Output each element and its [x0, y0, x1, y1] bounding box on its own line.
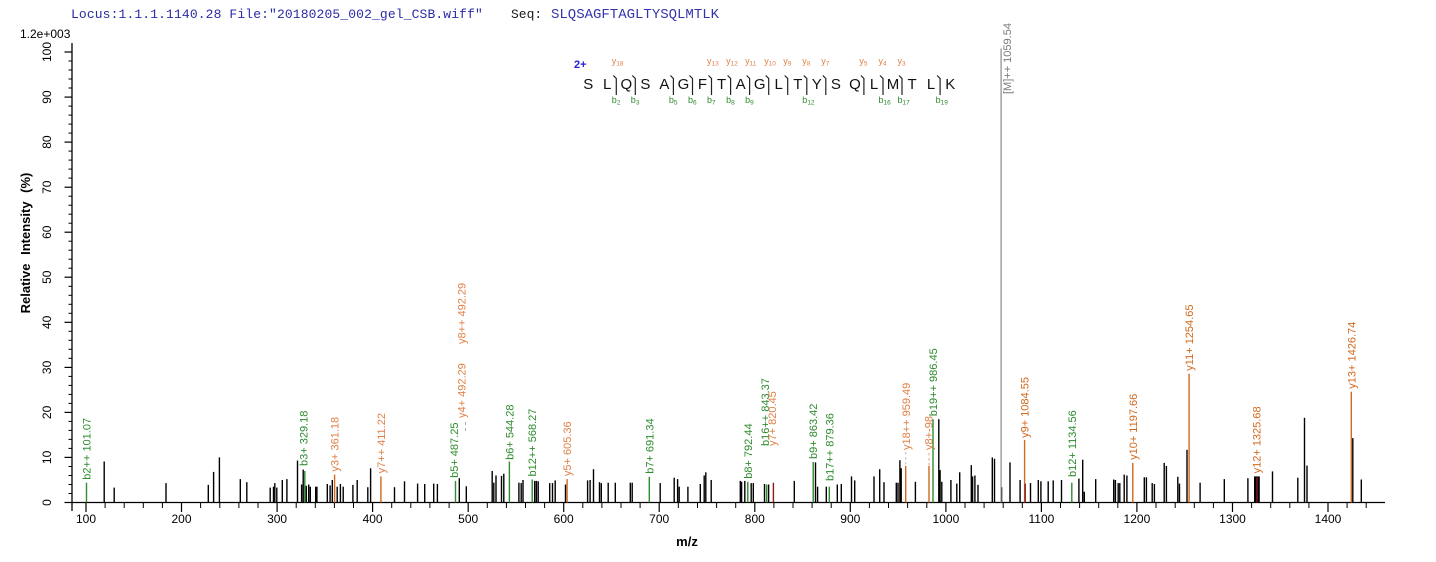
svg-text:b17: b17 — [898, 95, 911, 107]
svg-text:30: 30 — [40, 360, 54, 374]
svg-text:b12++ 568.27: b12++ 568.27 — [527, 409, 539, 477]
svg-text:b9+ 863.42: b9+ 863.42 — [808, 404, 820, 459]
svg-text:b7: b7 — [707, 95, 716, 107]
svg-text:300: 300 — [267, 512, 287, 526]
svg-text:40: 40 — [40, 315, 54, 329]
svg-text:1400: 1400 — [1315, 512, 1342, 526]
svg-text:y8++ 492.29: y8++ 492.29 — [457, 283, 469, 344]
svg-text:y4: y4 — [879, 56, 888, 68]
svg-text:y10+ 1197.66: y10+ 1197.66 — [1128, 394, 1140, 460]
svg-text:F: F — [698, 76, 707, 93]
svg-text:70: 70 — [40, 180, 54, 194]
svg-text:y7: y7 — [821, 56, 830, 68]
svg-text:b7+ 691.34: b7+ 691.34 — [644, 418, 656, 473]
svg-text:800: 800 — [745, 512, 765, 526]
svg-text:600: 600 — [554, 512, 574, 526]
svg-text:S: S — [640, 76, 650, 93]
svg-text:L: L — [775, 76, 783, 93]
svg-text:y8: y8 — [802, 56, 811, 68]
svg-text:G: G — [678, 76, 690, 93]
svg-text:1000: 1000 — [933, 512, 960, 526]
svg-text:L: L — [603, 76, 611, 93]
svg-text:50: 50 — [40, 270, 54, 284]
svg-text:y9+ 1084.55: y9+ 1084.55 — [1020, 377, 1032, 438]
svg-text:b2: b2 — [612, 95, 621, 107]
svg-text:b16: b16 — [879, 95, 892, 107]
svg-text:y4+ 492.29: y4+ 492.29 — [457, 363, 469, 418]
svg-text:b19++ 986.45: b19++ 986.45 — [928, 348, 940, 416]
svg-text:S: S — [831, 76, 841, 93]
svg-text:y5: y5 — [859, 56, 868, 68]
svg-text:L: L — [927, 76, 935, 93]
svg-text:0: 0 — [40, 499, 54, 506]
svg-text:Q: Q — [620, 76, 632, 93]
svg-text:T: T — [717, 76, 726, 93]
svg-text:700: 700 — [649, 512, 669, 526]
svg-text:20: 20 — [40, 405, 54, 419]
svg-text:y11: y11 — [745, 56, 757, 68]
svg-text:b17++ 879.36: b17++ 879.36 — [824, 413, 836, 481]
svg-text:y11+ 1254.65: y11+ 1254.65 — [1184, 305, 1196, 371]
svg-text:b16++ 843.37: b16++ 843.37 — [760, 378, 772, 446]
svg-text:b12: b12 — [802, 95, 815, 107]
svg-text:Relative Intensity (%): Relative Intensity (%) — [18, 173, 33, 314]
svg-text:y3+ 361.18: y3+ 361.18 — [330, 417, 342, 472]
svg-text:b2++ 101.07: b2++ 101.07 — [82, 418, 94, 480]
svg-text:1100: 1100 — [1028, 512, 1054, 526]
svg-text:1200: 1200 — [1124, 512, 1151, 526]
svg-text:100: 100 — [40, 42, 54, 62]
svg-text:90: 90 — [40, 90, 54, 104]
svg-text:10: 10 — [40, 450, 54, 464]
svg-text:b19: b19 — [936, 95, 949, 107]
svg-text:b8+ 792.44: b8+ 792.44 — [743, 423, 755, 478]
svg-text:T: T — [793, 76, 802, 93]
svg-text:200: 200 — [171, 512, 191, 526]
svg-text:G: G — [754, 76, 766, 93]
svg-text:b3: b3 — [631, 95, 640, 107]
svg-text:y7++ 411.22: y7++ 411.22 — [376, 413, 388, 473]
svg-text:K: K — [945, 76, 955, 93]
svg-text:60: 60 — [40, 225, 54, 239]
svg-text:M: M — [887, 76, 900, 93]
svg-text:y9: y9 — [783, 56, 792, 68]
svg-text:y3: y3 — [898, 56, 907, 68]
svg-text:b9: b9 — [745, 95, 754, 107]
svg-text:y12: y12 — [726, 56, 738, 68]
svg-text:[M]++ 1059.54: [M]++ 1059.54 — [1002, 23, 1014, 94]
svg-text:1.2e+003: 1.2e+003 — [20, 27, 71, 41]
svg-text:900: 900 — [840, 512, 860, 526]
svg-text:b8: b8 — [726, 95, 735, 107]
svg-text:y7+ 820.45: y7+ 820.45 — [767, 391, 779, 446]
svg-text:b5+ 487.25: b5+ 487.25 — [449, 423, 461, 478]
svg-text:S: S — [583, 76, 593, 93]
svg-text:Y: Y — [812, 76, 822, 93]
svg-text:y8+-98: y8+-98 — [923, 416, 935, 450]
svg-text:A: A — [736, 76, 746, 93]
svg-text:b12+ 1134.56: b12+ 1134.56 — [1067, 410, 1079, 477]
svg-text:L: L — [870, 76, 878, 93]
svg-text:b6+ 544.28: b6+ 544.28 — [505, 405, 517, 460]
svg-text:A: A — [659, 76, 669, 93]
svg-text:100: 100 — [76, 512, 96, 526]
svg-text:y18++ 959.49: y18++ 959.49 — [901, 383, 913, 450]
svg-text:b3+ 329.18: b3+ 329.18 — [299, 411, 311, 466]
svg-text:1300: 1300 — [1219, 512, 1246, 526]
svg-text:500: 500 — [458, 512, 478, 526]
svg-text:T: T — [908, 76, 917, 93]
svg-text:b6: b6 — [688, 95, 697, 107]
svg-text:y5+ 605.36: y5+ 605.36 — [562, 421, 574, 476]
svg-text:y18: y18 — [612, 56, 624, 68]
svg-text:400: 400 — [363, 512, 383, 526]
svg-text:b5: b5 — [669, 95, 678, 107]
svg-text:Q: Q — [849, 76, 861, 93]
svg-text:y10: y10 — [764, 56, 776, 68]
svg-text:y12+ 1325.68: y12+ 1325.68 — [1252, 406, 1264, 473]
svg-text:y13: y13 — [707, 56, 719, 68]
svg-text:80: 80 — [40, 135, 54, 149]
svg-text:y13+ 1426.74: y13+ 1426.74 — [1346, 322, 1358, 389]
svg-text:2+: 2+ — [574, 59, 587, 71]
svg-text:m/z: m/z — [676, 534, 698, 549]
